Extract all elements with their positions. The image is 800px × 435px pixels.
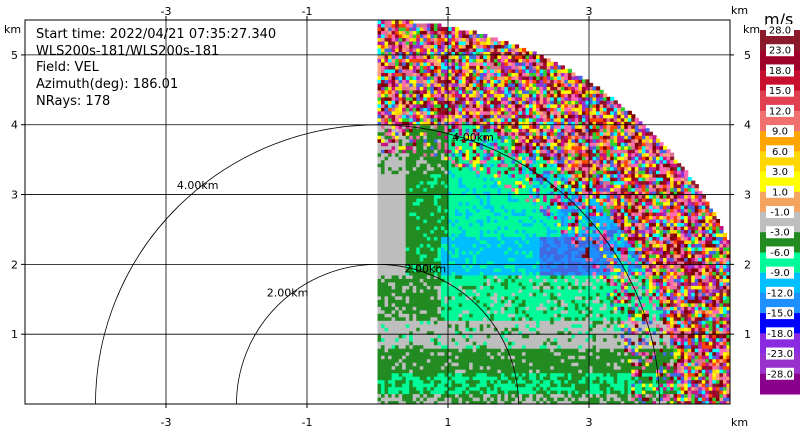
colorbar-label-bg [766, 246, 794, 259]
colorbar-label-bg [766, 125, 794, 138]
colorbar-label: 9.0 [772, 127, 788, 138]
colorbar-label: -23.0 [767, 349, 793, 360]
colorbar-label: 1.0 [772, 187, 788, 198]
x-axis-unit-bottom: km [731, 416, 748, 429]
range-ring-label-left: 2.00km [267, 286, 309, 299]
x-tick-label-top: 3 [586, 5, 593, 18]
x-tick-label-bottom: -1 [302, 416, 313, 429]
range-ring-label-right: 4.00km [452, 131, 494, 144]
colorbar-label: -12.0 [767, 288, 793, 299]
info-azimuth: Azimuth(deg): 186.01 [36, 77, 178, 92]
colorbar-label-bg [766, 206, 794, 218]
colorbar-label-bg [766, 84, 794, 97]
colorbar-label-bg [766, 185, 794, 198]
y-tick-label-left: 3 [11, 189, 18, 202]
colorbar-label-bg [766, 24, 794, 36]
colorbar-label-bg [766, 266, 794, 279]
colorbar-label-bg [766, 165, 794, 178]
y-axis-unit-right: km [743, 23, 760, 36]
x-tick-label-top: -3 [161, 5, 172, 18]
y-tick-label-left: 5 [11, 49, 18, 62]
colorbar-label-bg [766, 307, 794, 320]
grid-lines [25, 20, 730, 404]
x-tick-label-bottom: 1 [445, 416, 452, 429]
info-box: Start time: 2022/04/21 07:35:27.340 WLS2… [36, 27, 276, 109]
colorbar-label: 3.0 [772, 167, 788, 178]
velocity-field [377, 20, 730, 404]
plot-frame [24, 19, 731, 405]
x-tick-label-bottom: 3 [586, 416, 593, 429]
colorbar-label: 18.0 [769, 66, 791, 77]
y-tick-label-left: 1 [11, 328, 18, 341]
colorbar-label-bg [766, 104, 794, 117]
info-instrument: WLS200s-181/WLS200s-181 [36, 44, 219, 59]
colorbar-label: 23.0 [769, 46, 791, 57]
colorbar-label: 12.0 [769, 106, 791, 117]
y-tick-label-right: 4 [744, 119, 751, 132]
colorbar-label: -28.0 [767, 369, 793, 380]
range-ring-label-right: 2.00km [405, 263, 447, 276]
x-tick-label-bottom: -3 [161, 416, 172, 429]
colorbar-label-bg [766, 226, 794, 239]
colorbar-label-bg [766, 327, 794, 340]
x-tick-label-top: 1 [445, 5, 452, 18]
colorbar-label-bg [766, 347, 794, 360]
y-axis-unit-left: km [4, 23, 21, 36]
y-tick-label-right: 3 [744, 189, 751, 202]
colorbar-label: -18.0 [767, 329, 793, 340]
y-tick-label-right: 5 [744, 49, 751, 62]
colorbar-label-bg [766, 64, 794, 77]
colorbar: m/s 28.023.018.015.012.09.06.03.01.0-1.0… [760, 10, 800, 395]
x-tick-label-top: -1 [302, 5, 313, 18]
colorbar-label-bg [766, 145, 794, 158]
colorbar-label: -15.0 [767, 309, 793, 320]
info-nrays: NRays: 178 [36, 94, 110, 109]
colorbar-label: -6.0 [770, 248, 790, 259]
colorbar-label: 15.0 [769, 86, 791, 97]
range-ring-label-left: 4.00km [177, 179, 219, 192]
colorbar-label: -1.0 [770, 208, 790, 219]
y-tick-label-right: 1 [744, 328, 751, 341]
info-field: Field: VEL [36, 60, 100, 75]
colorbar-label: -3.0 [770, 228, 790, 239]
colorbar-label-bg [766, 367, 794, 380]
info-start-time: Start time: 2022/04/21 07:35:27.340 [36, 27, 276, 42]
y-tick-label-left: 2 [11, 258, 18, 271]
colorbar-label: 6.0 [772, 147, 788, 158]
colorbar-label: -9.0 [770, 268, 790, 279]
axis-ticks: -3 -3 -1 -1 1 1 3 3 1 1 2 2 3 3 4 4 5 5 [11, 5, 751, 429]
colorbar-label-bg [766, 44, 794, 57]
y-tick-label-right: 2 [744, 258, 751, 271]
colorbar-label: 28.0 [769, 26, 791, 37]
y-tick-label-left: 4 [11, 119, 18, 132]
x-axis-unit-top: km [731, 4, 748, 17]
colorbar-label-bg [766, 286, 794, 299]
